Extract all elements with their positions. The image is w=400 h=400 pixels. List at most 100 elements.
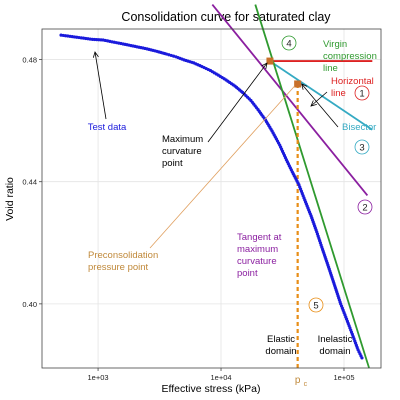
x-axis-label: Effective stress (kPa) (161, 383, 260, 395)
virgin-label: line (323, 63, 338, 74)
test-data-point (349, 330, 354, 334)
elastic-domain-label: Elastic (267, 334, 295, 345)
inelastic-domain-label: Inelastic (318, 334, 353, 345)
test-data-point (326, 263, 330, 267)
test-data-point (247, 97, 251, 101)
test-data-point (119, 41, 123, 46)
preconsolidation-point (294, 80, 302, 88)
test-data-point (359, 354, 363, 358)
test-data-points (59, 33, 364, 360)
reference-lines (211, 4, 373, 369)
inelastic-domain-label: domain (319, 346, 350, 357)
test-data-point (308, 212, 312, 216)
test-data-point (355, 345, 359, 350)
test-data-point (99, 38, 103, 42)
test-data-point (153, 49, 157, 53)
test-data-point (108, 39, 112, 43)
test-data-point (302, 196, 306, 200)
test-data-point (338, 300, 342, 304)
bisector-arrow-line (301, 83, 339, 128)
y-axis-label: Void ratio (4, 177, 16, 221)
bisector-number-circle (354, 139, 370, 155)
tangent-label: Tangent at (237, 232, 282, 243)
pc-label: p (295, 375, 301, 386)
x-tick-label: 1e+05 (333, 373, 354, 382)
y-tick-label: 0.40 (22, 300, 37, 309)
max-curvature-label: curvature (162, 146, 202, 157)
virgin-line (254, 4, 370, 369)
tangent-label: maximum (237, 244, 278, 255)
test-data-point (171, 54, 176, 58)
test-data-point (214, 72, 218, 76)
preconsolidation-number-circle (308, 297, 324, 313)
bisector-arrow-head (301, 83, 308, 90)
virgin-number-label: 4 (286, 39, 291, 50)
test-data-point (239, 89, 243, 93)
test-data-point (231, 83, 235, 87)
virgin-label: compression (323, 51, 377, 62)
test-data-label: Test data (88, 122, 127, 133)
tangent-line (211, 4, 369, 197)
virgin-label: Virgin (323, 39, 347, 50)
virgin-number-circle (281, 35, 297, 51)
test-data-point (162, 51, 167, 56)
horizontal-label: line (331, 88, 346, 99)
axes: 1e+03 1e+04 1e+05 0.40 0.44 0.48 p c (22, 56, 354, 388)
test-data-point (320, 245, 324, 249)
elastic-domain-label: domain (265, 346, 296, 357)
preconsolidation-number-label: 5 (313, 301, 318, 312)
tangent-label: curvature (237, 256, 277, 267)
test-data-arrow-line (94, 51, 107, 120)
test-data-point (198, 64, 202, 68)
test-data-point (180, 57, 184, 61)
test-data-point (143, 46, 147, 51)
key-points (266, 57, 302, 88)
max-curvature-label: point (162, 158, 183, 169)
plot-border (41, 28, 382, 369)
test-data-point (75, 35, 79, 39)
y-tick-label: 0.44 (22, 178, 37, 187)
plot-area: Test dataMaximumcurvaturepointPreconsoli… (41, 4, 382, 369)
test-data-point (296, 181, 300, 185)
max_curvature-point (266, 57, 274, 65)
plot-background (42, 29, 381, 368)
annotations: Test dataMaximumcurvaturepointPreconsoli… (88, 35, 377, 357)
test-data-arrow-head (92, 51, 99, 58)
x-tick-label: 1e+03 (88, 373, 109, 382)
bisector-label: Bisector (342, 122, 376, 133)
test-data-point (131, 44, 135, 48)
max-curvature-label: Maximum (162, 134, 203, 145)
test-data-point (190, 60, 194, 64)
horizontal-arrow-head (310, 100, 317, 107)
test-data-point (269, 127, 273, 131)
test-data-point (222, 77, 226, 81)
horizontal-number-circle (354, 85, 370, 101)
x-tick-label: 1e+04 (210, 373, 231, 382)
horizontal-number-label: 1 (359, 89, 364, 100)
test-data-point (289, 168, 293, 172)
test-data-point (314, 228, 318, 232)
y-tick-label: 0.48 (22, 56, 37, 65)
grid (42, 29, 381, 368)
preconsolidation-label: Preconsolidation (88, 250, 158, 261)
preconsolidation-label: pressure point (88, 262, 149, 273)
bisector-line (269, 60, 373, 131)
preconsolidation-leader (149, 85, 295, 249)
test-data-point (332, 281, 336, 286)
chart-title: Consolidation curve for saturated clay (121, 10, 331, 24)
test-data-point (255, 106, 259, 110)
test-data-point (88, 37, 92, 41)
pc-subscript: c (304, 381, 308, 388)
test-data-point (206, 67, 210, 72)
test-data-point (283, 156, 288, 160)
tangent-number-circle (357, 199, 373, 215)
test-data-point (344, 315, 348, 319)
test-data-point (276, 141, 281, 145)
max-curvature-arrow-line (207, 62, 268, 143)
tangent-number-label: 2 (362, 203, 367, 214)
tangent-label: point (237, 268, 258, 279)
horizontal-label: Horizontal (331, 76, 374, 87)
horizontal-arrow-line (310, 91, 328, 107)
max-curvature-arrow-head (261, 62, 268, 70)
